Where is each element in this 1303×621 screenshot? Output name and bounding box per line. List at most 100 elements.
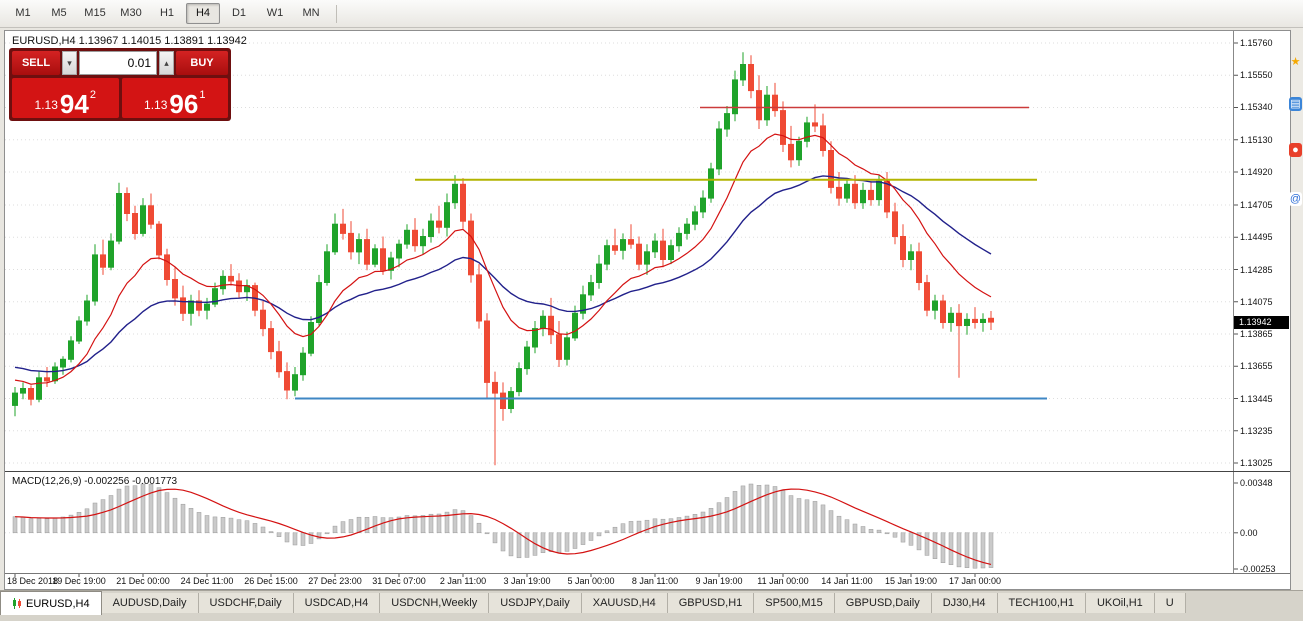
price-tick-label: 1.15760 xyxy=(1240,38,1273,48)
price-scale-separator xyxy=(1233,31,1234,573)
time-axis-divider xyxy=(5,573,1290,574)
timeframe-toolbar: M1 M5 M15 M30 H1 H4 D1 W1 MN xyxy=(0,0,1303,28)
sell-price-prefix: 1.13 xyxy=(34,98,58,112)
timeframe-button-m30[interactable]: M30 xyxy=(120,7,142,19)
chart-tab-usdchf-daily[interactable]: USDCHF,Daily xyxy=(198,593,294,613)
time-axis-label: 31 Dec 07:00 xyxy=(372,576,426,586)
chart-tab-eurusd-h4[interactable]: EURUSD,H4 xyxy=(0,591,102,615)
fast-ma-line xyxy=(14,133,992,385)
timeframe-button-m5[interactable]: M5 xyxy=(51,7,67,19)
buy-price-prefix: 1.13 xyxy=(144,98,168,112)
chart-tab-label: U xyxy=(1165,597,1174,609)
price-tick-label: 1.15130 xyxy=(1240,134,1273,145)
chart-tab-usdjpy-daily[interactable]: USDJPY,Daily xyxy=(489,593,582,613)
time-axis-label: 11 Jan 00:00 xyxy=(757,576,809,586)
price-tick-label: 1.14075 xyxy=(1240,296,1273,307)
chart-tab-label: UKOil,H1 xyxy=(1096,597,1143,609)
volume-decrease-button[interactable]: ▾ xyxy=(62,51,77,75)
price-tick-label: 1.13655 xyxy=(1240,361,1273,372)
price-tick-label: 1.13445 xyxy=(1240,393,1273,404)
sell-button[interactable]: SELL xyxy=(12,51,60,75)
price-tick-label: 1.13865 xyxy=(1240,329,1273,339)
time-axis[interactable]: 18 Dec 2018 19 Dec 19:00 21 Dec 00:00 24 De… xyxy=(5,576,1233,589)
chart-tab-label: USDJPY,Daily xyxy=(500,597,570,609)
qq-panel-icon[interactable]: ▤ xyxy=(1289,97,1302,111)
price-tick-label: 1.13235 xyxy=(1240,425,1273,436)
volume-input[interactable] xyxy=(79,51,157,75)
chart-tab-gbpusd-daily[interactable]: GBPUSD,Daily xyxy=(834,593,932,613)
time-axis-label: 9 Jan 19:00 xyxy=(695,576,743,586)
one-click-price-row: 1.13 94 2 1.13 96 1 xyxy=(12,78,228,118)
buy-price-button[interactable]: 1.13 96 1 xyxy=(121,78,228,119)
time-axis-label: 27 Dec 23:00 xyxy=(308,576,362,586)
price-tick-label: 1.14285 xyxy=(1240,264,1273,275)
buy-price-big: 96 xyxy=(169,88,199,119)
macd-tick-label: -0.00253 xyxy=(1240,564,1276,574)
toolbar-separator xyxy=(336,4,337,23)
buy-price-pipette: 1 xyxy=(199,89,206,101)
chart-tab-label: USDCAD,H4 xyxy=(304,597,369,609)
chart-tab-label: AUDUSD,Daily xyxy=(112,597,187,609)
chart-tab-label: SP500,M15 xyxy=(765,597,823,609)
timeframe-button-mn[interactable]: MN xyxy=(302,7,320,19)
timeframe-button-w1[interactable]: W1 xyxy=(266,7,284,19)
chart-tab-label: EURUSD,H4 xyxy=(26,597,90,610)
price-tick-label: 1.13025 xyxy=(1240,458,1273,468)
price-tick-label: 1.14495 xyxy=(1240,232,1273,243)
chart-tab-label: TECH100,H1 xyxy=(1008,597,1074,609)
chart-tab-label: GBPUSD,H1 xyxy=(678,597,743,609)
sell-price-pipette: 2 xyxy=(89,89,96,101)
chart-tab-dj30-h4[interactable]: DJ30,H4 xyxy=(931,593,998,613)
volume-increase-button[interactable]: ▴ xyxy=(159,51,174,75)
macd-pane-divider[interactable] xyxy=(5,471,1290,472)
chart-tab-label: XAUUSD,H4 xyxy=(592,597,656,609)
time-axis-label: 2 Jan 11:00 xyxy=(439,576,487,586)
buy-button[interactable]: BUY xyxy=(176,51,228,75)
time-axis-label: 24 Dec 11:00 xyxy=(180,576,234,586)
chart-tab-label: DJ30,H4 xyxy=(942,597,986,609)
macd-tick-label: 0.00 xyxy=(1240,527,1258,538)
price-chart-canvas[interactable] xyxy=(5,31,1290,589)
mail-at-icon[interactable]: @ xyxy=(1289,192,1302,206)
chart-tab-tech100-h1[interactable]: TECH100,H1 xyxy=(997,593,1086,613)
time-axis-label: 21 Dec 00:00 xyxy=(116,576,170,586)
price-tick-label: 1.14920 xyxy=(1240,166,1273,177)
price-tick-label: 1.15340 xyxy=(1240,102,1273,113)
browser-icon[interactable]: ● xyxy=(1289,143,1302,157)
slow-ma-line xyxy=(14,175,992,373)
chart-tab-audusd-daily[interactable]: AUDUSD,Daily xyxy=(101,593,199,613)
timeframe-button-m1[interactable]: M1 xyxy=(15,7,31,19)
macd-signal-line xyxy=(14,488,992,565)
chart-tab-usdcnh-weekly[interactable]: USDCNH,Weekly xyxy=(380,593,490,613)
sell-price-button[interactable]: 1.13 94 2 xyxy=(12,78,119,118)
time-axis-label: 26 Dec 15:00 xyxy=(244,576,298,586)
chart-tab-ukoil-h1[interactable]: UKOil,H1 xyxy=(1085,593,1155,613)
timeframe-button-h4[interactable]: H4 xyxy=(186,3,220,24)
star-shortcut-icon[interactable]: ★ xyxy=(1290,56,1301,68)
timeframe-button-h1[interactable]: H1 xyxy=(159,7,175,19)
chart-tab-u[interactable]: U xyxy=(1154,593,1186,613)
time-axis-label: 14 Jan 11:00 xyxy=(821,576,873,586)
chart-tab-xauusd-h4[interactable]: XAUUSD,H4 xyxy=(581,593,668,613)
one-click-order-row: SELL ▾ ▴ BUY xyxy=(12,51,228,75)
chart-tab-sp500-m15[interactable]: SP500,M15 xyxy=(754,593,835,613)
ohlc-header: EURUSD,H4 1.13967 1.14015 1.13891 1.1394… xyxy=(12,35,247,47)
time-axis-label: 19 Dec 19:00 xyxy=(52,576,106,586)
timeframe-button-d1[interactable]: D1 xyxy=(231,7,247,19)
one-click-trading-panel: SELL ▾ ▴ BUY 1.13 94 2 1.13 96 1 xyxy=(9,48,231,121)
price-scale[interactable]: 1.15760 1.15550 1.15340 1.15130 1.14920 1.147… xyxy=(1238,31,1289,589)
time-axis-label: 3 Jan 19:00 xyxy=(503,576,551,586)
macd-indicator-label: MACD(12,26,9) -0.002256 -0.001773 xyxy=(12,476,178,487)
chart-tabs-bar: EURUSD,H4 AUDUSD,Daily USDCHF,Daily USDCAD,… xyxy=(0,590,1303,621)
timeframe-button-m15[interactable]: M15 xyxy=(84,7,106,19)
candlestick-chart-icon xyxy=(12,598,22,609)
time-axis-label: 5 Jan 00:00 xyxy=(567,576,615,586)
chart-tab-usdcad-h4[interactable]: USDCAD,H4 xyxy=(293,593,381,613)
time-axis-label: 17 Jan 00:00 xyxy=(948,576,1002,586)
chart-tab-gbpusd-h1[interactable]: GBPUSD,H1 xyxy=(667,593,755,613)
desktop-shortcut-strip: ★ ▤ ● @ xyxy=(1289,28,1303,590)
price-tick-label: 1.15550 xyxy=(1240,70,1273,81)
time-axis-label: 18 Dec 2018 xyxy=(7,576,59,586)
price-tick-label: 1.14705 xyxy=(1240,200,1273,210)
